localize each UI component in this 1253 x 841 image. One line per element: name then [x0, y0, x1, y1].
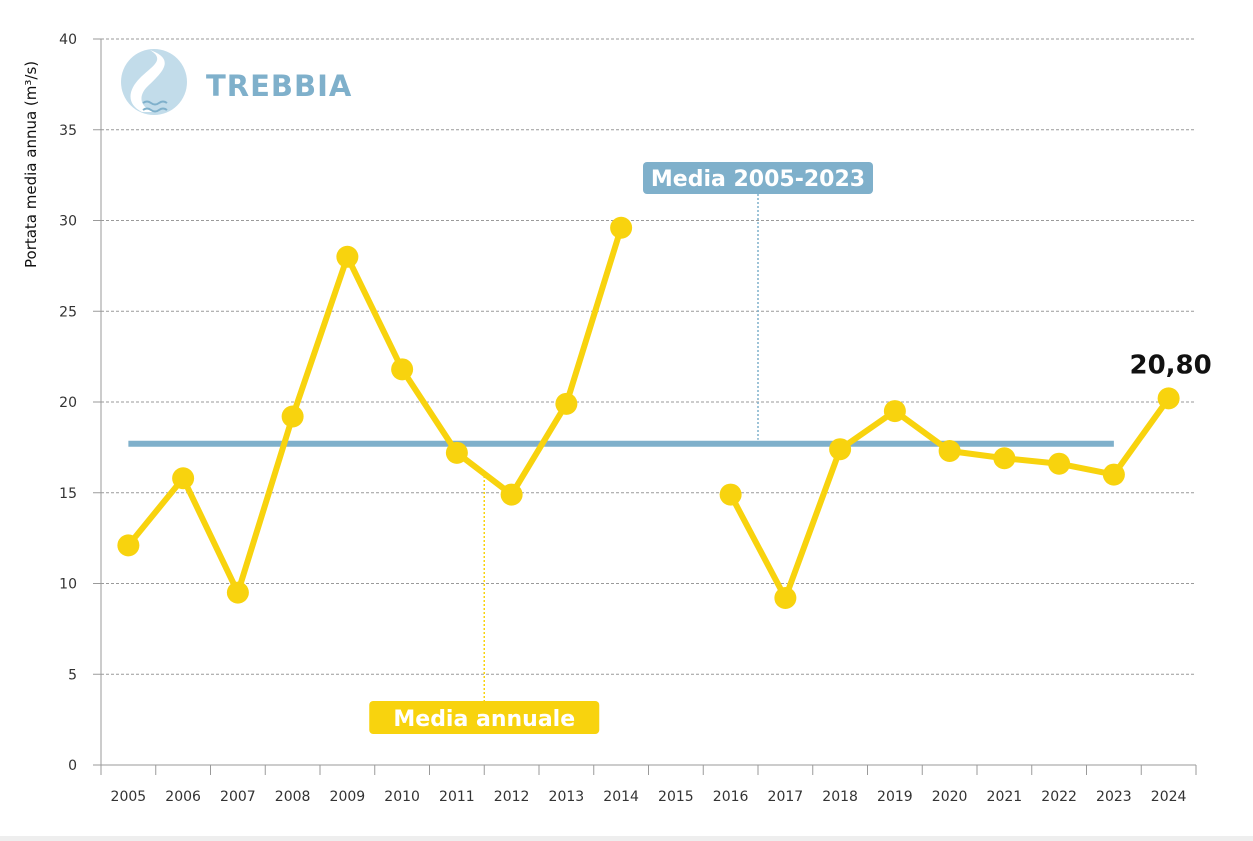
- x-tick-label-2010: 2010: [384, 789, 420, 805]
- x-tick-label-2011: 2011: [439, 789, 475, 805]
- y-tick-label-5: 5: [68, 667, 77, 683]
- x-tick-label-2019: 2019: [877, 789, 913, 805]
- x-tick-label-2012: 2012: [494, 789, 530, 805]
- point-2019: [883, 400, 906, 423]
- data-label-2024: 20,80: [1130, 350, 1212, 380]
- x-tick-label-2023: 2023: [1096, 789, 1132, 805]
- x-tick-label-2016: 2016: [713, 789, 749, 805]
- y-tick-label-20: 20: [59, 395, 77, 411]
- series-annual-mean: [117, 216, 1180, 610]
- x-tick-label-2008: 2008: [275, 789, 311, 805]
- point-2021: [993, 447, 1016, 470]
- x-tick-labels: 2005 2006 2007 2008 2009 2010 2011 2012 2013 2014…: [111, 789, 1187, 805]
- point-2023: [1102, 463, 1125, 486]
- y-tick-labels: 0 5 10 15 20 25 30 35 40: [59, 32, 77, 774]
- y-axis-label: Portata media annua (m³/s): [22, 61, 40, 268]
- y-tick-label-0: 0: [68, 758, 77, 774]
- point-2018: [829, 438, 852, 461]
- point-2007: [226, 581, 249, 604]
- y-tick-label-25: 25: [59, 304, 77, 320]
- series-line-segment: [125, 224, 625, 596]
- point-2010: [391, 358, 414, 381]
- x-tick-label-2022: 2022: [1041, 789, 1077, 805]
- mean-callout-label: Media 2005-2023: [651, 167, 865, 192]
- point-2009: [336, 245, 359, 268]
- x-tick-label-2018: 2018: [822, 789, 858, 805]
- x-tick-label-2014: 2014: [603, 789, 639, 805]
- y-tick-label-15: 15: [59, 486, 77, 502]
- gridlines: [101, 38, 1196, 675]
- series-line-segment: [727, 395, 1172, 602]
- x-tick-label-2005: 2005: [111, 789, 147, 805]
- series-callout-box: [369, 701, 600, 734]
- point-2011: [445, 441, 468, 464]
- point-2013: [555, 392, 578, 415]
- x-tick-label-2015: 2015: [658, 789, 694, 805]
- y-tick-label-40: 40: [59, 32, 77, 48]
- y-tick-label-35: 35: [59, 123, 77, 139]
- point-2006: [172, 467, 195, 490]
- river-logo-icon: [121, 49, 187, 115]
- point-2005: [117, 534, 140, 557]
- x-tick-label-2007: 2007: [220, 789, 256, 805]
- series-callout-label: Media annuale: [393, 707, 575, 732]
- point-2014: [610, 216, 633, 239]
- point-2016: [719, 483, 742, 506]
- mean-callout-box: [643, 162, 873, 194]
- point-2008: [281, 405, 304, 428]
- logo-name: TREBBIA: [206, 69, 352, 103]
- point-2012: [500, 483, 523, 506]
- point-2020: [938, 440, 961, 463]
- x-tick-label-2006: 2006: [165, 789, 201, 805]
- point-2024: [1157, 387, 1180, 410]
- point-2022: [1048, 452, 1071, 475]
- y-tick-label-30: 30: [59, 214, 77, 230]
- y-tick-label-10: 10: [59, 577, 77, 593]
- x-tick-label-2021: 2021: [987, 789, 1023, 805]
- x-tick-label-2009: 2009: [330, 789, 366, 805]
- x-tick-label-2020: 2020: [932, 789, 968, 805]
- x-tick-label-2017: 2017: [768, 789, 804, 805]
- x-tick-label-2013: 2013: [549, 789, 585, 805]
- axes: [93, 38, 1197, 775]
- point-2017: [774, 587, 797, 610]
- x-tick-label-2024: 2024: [1151, 789, 1187, 805]
- bottom-strip: [0, 836, 1253, 841]
